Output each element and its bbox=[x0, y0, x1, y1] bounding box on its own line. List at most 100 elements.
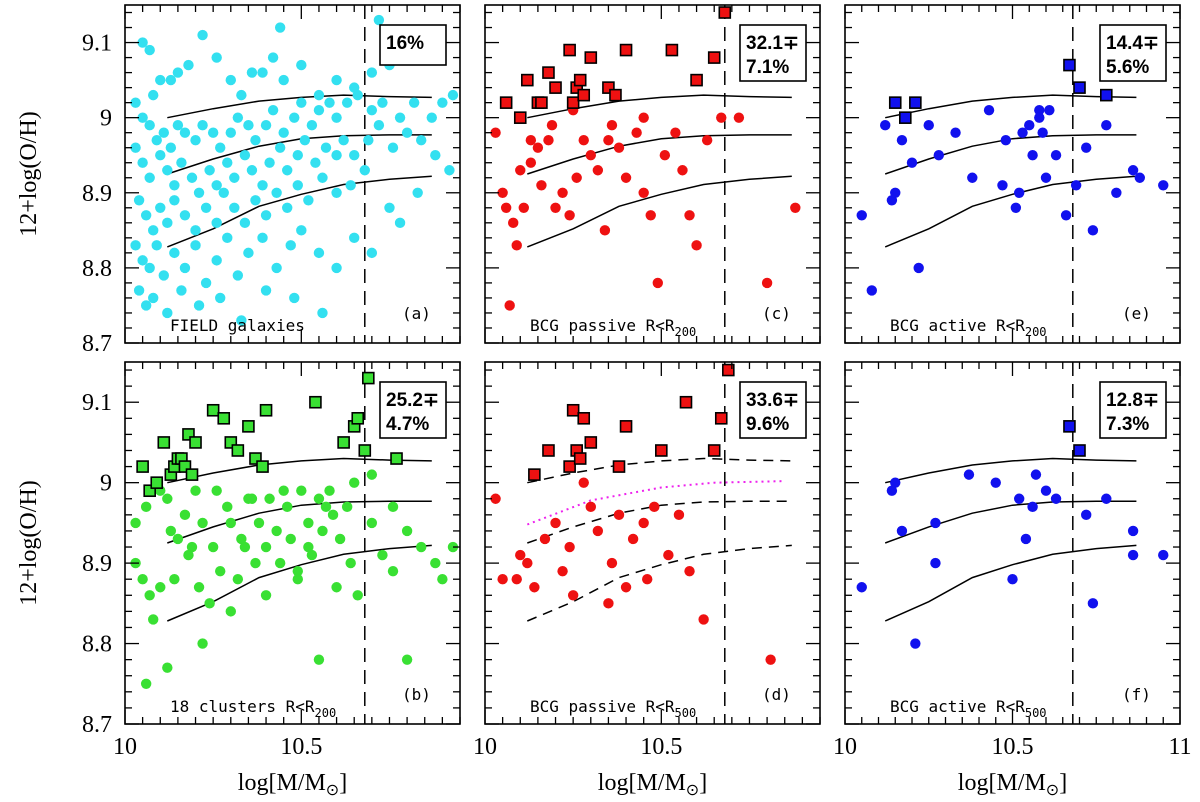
data-point-circle bbox=[130, 517, 141, 529]
data-point-circle bbox=[317, 307, 328, 319]
x-axis-title-1: log[M/M⊙] bbox=[238, 770, 347, 799]
panel-a-caption: FIELD galaxies bbox=[170, 316, 305, 335]
data-point-circle bbox=[896, 135, 908, 146]
reference-curve-lower bbox=[884, 544, 1137, 622]
data-point-circle bbox=[243, 119, 254, 131]
data-point-square bbox=[707, 444, 721, 457]
data-point-square bbox=[888, 96, 902, 109]
data-point-circle bbox=[366, 517, 378, 529]
data-point-square bbox=[577, 88, 591, 102]
data-point-circle bbox=[447, 89, 459, 101]
data-point-circle bbox=[366, 67, 378, 78]
data-point-circle bbox=[606, 119, 618, 131]
data-point-square bbox=[542, 444, 555, 457]
data-point-circle bbox=[179, 210, 191, 221]
data-point-circle bbox=[613, 509, 625, 521]
data-point-square bbox=[665, 43, 679, 57]
data-point-circle bbox=[162, 217, 173, 229]
y-tick-label: 8.8 bbox=[82, 632, 112, 658]
data-point-circle bbox=[169, 574, 180, 585]
data-point-circle bbox=[1127, 549, 1139, 561]
data-point-circle bbox=[1070, 180, 1082, 191]
data-point-circle bbox=[1087, 225, 1099, 236]
data-point-circle bbox=[130, 142, 141, 153]
fraction-line-2: 7.3% bbox=[1106, 414, 1149, 435]
data-point-circle bbox=[130, 97, 141, 108]
data-point-circle bbox=[282, 202, 293, 213]
data-point-circle bbox=[1017, 127, 1028, 138]
data-point-circle bbox=[1050, 493, 1062, 504]
data-point-circle bbox=[207, 127, 219, 138]
data-point-circle bbox=[1044, 104, 1055, 116]
data-point-circle bbox=[1158, 180, 1169, 191]
data-point-circle bbox=[401, 127, 413, 138]
data-point-square bbox=[362, 371, 375, 385]
fraction-line-1: 16% bbox=[386, 33, 424, 54]
panel-e-letter: (e) bbox=[1122, 304, 1151, 323]
data-point-circle bbox=[338, 135, 349, 146]
data-point-square bbox=[612, 460, 626, 473]
data-point-circle bbox=[137, 157, 148, 168]
data-point-circle bbox=[148, 225, 159, 236]
data-point-circle bbox=[923, 119, 934, 131]
panel-d-frame bbox=[484, 361, 821, 725]
data-point-square bbox=[1063, 420, 1076, 433]
data-point-circle bbox=[1034, 104, 1045, 116]
x-tick-label: 10.5 bbox=[992, 734, 1034, 760]
panel-f-ticks bbox=[844, 362, 1181, 725]
data-point-circle bbox=[1050, 150, 1062, 161]
data-point-circle bbox=[243, 247, 254, 259]
x-axis-title-text: log[M/M bbox=[958, 770, 1046, 796]
data-point-circle bbox=[310, 157, 321, 168]
fraction-line-1: 33.6∓ bbox=[746, 390, 799, 411]
data-point-circle bbox=[271, 262, 282, 274]
data-point-circle bbox=[236, 533, 247, 545]
data-point-circle bbox=[179, 509, 191, 521]
data-point-circle bbox=[518, 202, 529, 213]
y-tick-label: 9 bbox=[100, 106, 112, 132]
panel-c: (c) BCG passive R<R200 32.1∓ 7.1% bbox=[484, 4, 821, 344]
data-point-circle bbox=[790, 202, 801, 213]
y-axis-title-top: 12+log(O/H) bbox=[16, 111, 42, 237]
data-point-circle bbox=[933, 150, 944, 161]
data-point-square bbox=[217, 412, 231, 425]
panel-c-caption: BCG passive R<R200 bbox=[530, 316, 696, 339]
data-point-square bbox=[185, 468, 199, 481]
data-point-circle bbox=[148, 614, 159, 625]
reference-curve-mid bbox=[167, 500, 432, 544]
data-point-circle bbox=[246, 67, 258, 78]
data-point-circle bbox=[426, 112, 437, 123]
data-point-square bbox=[256, 460, 269, 473]
x-axis-title-2: log[M/M⊙] bbox=[598, 770, 707, 799]
data-point-circle bbox=[490, 493, 501, 504]
data-point-circle bbox=[140, 300, 152, 311]
caption-main: BCG active R<R bbox=[890, 316, 1025, 335]
fraction-line-2: 7.1% bbox=[746, 57, 789, 78]
data-point-square bbox=[206, 403, 220, 417]
data-point-circle bbox=[144, 119, 155, 131]
data-point-square bbox=[259, 403, 273, 417]
data-point-circle bbox=[190, 225, 201, 236]
data-point-circle bbox=[190, 485, 201, 496]
data-point-circle bbox=[324, 485, 335, 496]
data-point-circle bbox=[677, 165, 688, 176]
data-point-circle bbox=[673, 509, 685, 521]
data-point-circle bbox=[239, 217, 251, 229]
panel-a-plot-area bbox=[130, 5, 459, 343]
data-point-square bbox=[150, 476, 164, 489]
data-point-square bbox=[1063, 58, 1076, 72]
data-point-circle bbox=[373, 119, 385, 131]
data-point-circle bbox=[997, 180, 1008, 191]
data-point-circle bbox=[274, 22, 286, 33]
data-point-square bbox=[528, 468, 541, 481]
panel-f-plot-area bbox=[856, 362, 1169, 724]
x-axis-title-3: log[M/M⊙] bbox=[958, 770, 1067, 799]
data-point-circle bbox=[211, 217, 222, 229]
data-point-circle bbox=[289, 292, 300, 304]
data-point-circle bbox=[222, 157, 233, 168]
data-point-circle bbox=[539, 533, 551, 545]
data-point-square bbox=[577, 412, 591, 425]
x-tick-label: 10 bbox=[833, 734, 857, 760]
panel-c-frame bbox=[484, 4, 821, 344]
